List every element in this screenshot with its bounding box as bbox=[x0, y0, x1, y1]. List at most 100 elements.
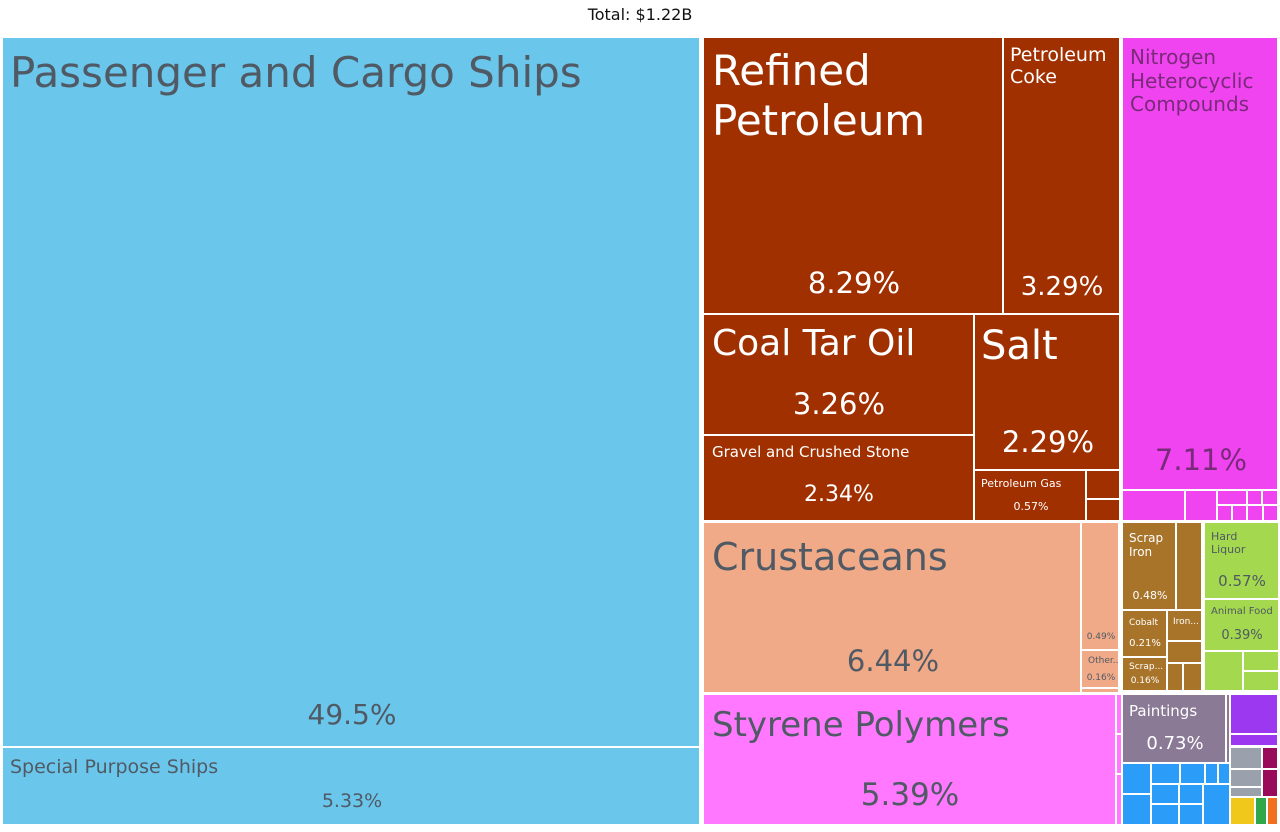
treemap-tile-small-9[interactable] bbox=[1247, 505, 1263, 521]
tile-share: 8.29% bbox=[807, 266, 901, 300]
treemap-tile-small-42[interactable] bbox=[1255, 797, 1267, 825]
tile-share: 5.33% bbox=[321, 790, 383, 812]
tile-label: Hard Liquor bbox=[1211, 530, 1246, 556]
treemap-tile-unlabeled[interactable]: 0.49% bbox=[1081, 522, 1119, 650]
treemap-tile-small-16[interactable] bbox=[1204, 651, 1243, 691]
tile-share: 0.57% bbox=[1013, 500, 1049, 513]
treemap-tile-gravel-and-crushed-stone[interactable]: Gravel and Crushed Stone 2.34% bbox=[703, 435, 974, 521]
treemap-tile-small-3[interactable] bbox=[1185, 490, 1217, 521]
treemap-tile-scrap[interactable]: Scrap... 0.16% bbox=[1122, 657, 1167, 691]
treemap-tile-small-29[interactable] bbox=[1218, 763, 1230, 784]
treemap-tile-petroleum-coke[interactable]: Petroleum Coke 3.29% bbox=[1003, 37, 1120, 314]
treemap-tile-small-11[interactable] bbox=[1081, 688, 1119, 693]
treemap-tile-small-34[interactable] bbox=[1203, 784, 1230, 825]
treemap-tile-small-0[interactable] bbox=[1086, 470, 1120, 499]
treemap-tile-small-12[interactable] bbox=[1176, 522, 1202, 610]
treemap-tile-small-35[interactable] bbox=[1122, 794, 1151, 825]
tile-share: 0.16% bbox=[1086, 673, 1116, 683]
treemap-tile-small-40[interactable] bbox=[1262, 769, 1278, 797]
treemap-tile-special-purpose-ships[interactable]: Special Purpose Ships 5.33% bbox=[2, 747, 700, 825]
tile-share: 0.57% bbox=[1218, 572, 1266, 590]
tile-label: Styrene Polymers bbox=[712, 705, 1010, 745]
tile-label: Nitrogen Heterocyclic Compounds bbox=[1130, 45, 1254, 117]
treemap-tile-nitrogen-heterocyclic-compounds[interactable]: Nitrogen Heterocyclic Compounds 7.11% bbox=[1122, 37, 1278, 490]
tile-label: Passenger and Cargo Ships bbox=[10, 48, 582, 97]
total-label: Total: $1.22B bbox=[587, 5, 693, 24]
treemap-tile-small-21[interactable] bbox=[1116, 774, 1122, 825]
treemap-tile-small-18[interactable] bbox=[1243, 671, 1279, 691]
tile-label: Paintings bbox=[1129, 702, 1198, 720]
tile-label: Scrap... bbox=[1129, 662, 1164, 672]
treemap-tile-small-33[interactable] bbox=[1179, 804, 1203, 825]
tile-share: 0.21% bbox=[1129, 638, 1161, 649]
treemap-tile-small-7[interactable] bbox=[1217, 505, 1232, 521]
tile-label: Other... bbox=[1088, 656, 1119, 666]
treemap-tile-small-20[interactable] bbox=[1116, 734, 1122, 774]
treemap-tile-small-39[interactable] bbox=[1262, 747, 1278, 769]
treemap-tile-small-10[interactable] bbox=[1263, 505, 1278, 521]
treemap-tile-small-28[interactable] bbox=[1205, 763, 1218, 784]
tile-share: 5.39% bbox=[860, 777, 960, 813]
tile-share: 6.44% bbox=[846, 644, 940, 678]
treemap-tile-other[interactable]: Other... 0.16% bbox=[1081, 650, 1119, 688]
treemap-tile-small-27[interactable] bbox=[1180, 763, 1205, 784]
tile-share: 2.29% bbox=[1001, 425, 1095, 459]
treemap-tile-small-1[interactable] bbox=[1086, 499, 1120, 521]
tile-label: Petroleum Gas bbox=[981, 477, 1062, 490]
tile-share: 0.16% bbox=[1130, 676, 1160, 686]
treemap-tile-small-31[interactable] bbox=[1179, 784, 1203, 804]
treemap-tile-small-37[interactable] bbox=[1230, 769, 1262, 787]
tile-share: 7.11% bbox=[1154, 443, 1248, 477]
tile-label: Coal Tar Oil bbox=[712, 323, 916, 364]
tile-label: Petroleum Coke bbox=[1010, 44, 1107, 89]
tile-label: Gravel and Crushed Stone bbox=[712, 443, 910, 461]
treemap-tile-cobalt[interactable]: Cobalt 0.21% bbox=[1122, 610, 1167, 657]
treemap-tile-petroleum-gas[interactable]: Petroleum Gas 0.57% bbox=[974, 470, 1086, 521]
treemap-tile-small-6[interactable] bbox=[1262, 490, 1278, 505]
treemap-tile-small-36[interactable] bbox=[1230, 747, 1262, 769]
treemap-tile-small-32[interactable] bbox=[1151, 804, 1179, 825]
tile-share: 0.49% bbox=[1086, 632, 1116, 642]
treemap-tile-small-41[interactable] bbox=[1230, 797, 1255, 825]
treemap-tile-scrap-iron[interactable]: Scrap Iron 0.48% bbox=[1122, 522, 1176, 610]
treemap-tile-salt[interactable]: Salt 2.29% bbox=[974, 314, 1120, 470]
treemap-tile-small-26[interactable] bbox=[1151, 763, 1180, 784]
treemap-tile-refined-petroleum[interactable]: Refined Petroleum 8.29% bbox=[703, 37, 1003, 314]
treemap-tile-small-2[interactable] bbox=[1122, 490, 1185, 521]
treemap-tile-styrene-polymers[interactable]: Styrene Polymers 5.39% bbox=[703, 694, 1116, 825]
treemap-tile-iron[interactable]: Iron... bbox=[1167, 610, 1202, 641]
tile-label: Cobalt bbox=[1129, 618, 1159, 628]
tile-label: Special Purpose Ships bbox=[10, 756, 219, 778]
tile-label: Crustaceans bbox=[712, 535, 948, 579]
treemap-tile-small-5[interactable] bbox=[1247, 490, 1262, 505]
treemap-tile-coal-tar-oil[interactable]: Coal Tar Oil 3.26% bbox=[703, 314, 974, 435]
treemap-tile-small-22[interactable] bbox=[1226, 694, 1230, 763]
treemap-tile-small-14[interactable] bbox=[1167, 663, 1183, 691]
treemap-tile-small-15[interactable] bbox=[1183, 663, 1202, 691]
treemap-tile-small-4[interactable] bbox=[1217, 490, 1247, 505]
tile-label: Salt bbox=[981, 323, 1058, 369]
tile-share: 49.5% bbox=[307, 698, 397, 731]
treemap-tile-crustaceans[interactable]: Crustaceans 6.44% bbox=[703, 522, 1081, 693]
treemap-tile-small-30[interactable] bbox=[1151, 784, 1179, 804]
tile-label: Refined Petroleum bbox=[712, 46, 926, 145]
treemap-tile-small-43[interactable] bbox=[1267, 797, 1278, 825]
tile-share: 3.29% bbox=[1020, 272, 1104, 302]
treemap-tile-small-8[interactable] bbox=[1232, 505, 1247, 521]
treemap-tile-hard-liquor[interactable]: Hard Liquor 0.57% bbox=[1204, 522, 1279, 599]
treemap-tile-small-23[interactable] bbox=[1230, 694, 1278, 734]
tile-share: 2.34% bbox=[804, 482, 874, 507]
tile-share: 0.39% bbox=[1221, 628, 1263, 643]
treemap-tile-small-24[interactable] bbox=[1230, 734, 1278, 746]
treemap-tile-small-38[interactable] bbox=[1230, 787, 1262, 797]
tile-share: 0.48% bbox=[1132, 589, 1168, 602]
treemap-tile-small-17[interactable] bbox=[1243, 651, 1279, 671]
treemap-tile-small-13[interactable] bbox=[1167, 641, 1202, 663]
tile-share: 0.73% bbox=[1146, 733, 1204, 754]
treemap-tile-paintings[interactable]: Paintings 0.73% bbox=[1122, 694, 1226, 763]
treemap-tile-small-25[interactable] bbox=[1122, 763, 1151, 794]
tile-label: Scrap Iron bbox=[1129, 531, 1164, 560]
treemap-tile-small-19[interactable] bbox=[1116, 694, 1122, 734]
treemap-tile-passenger-and-cargo-ships[interactable]: Passenger and Cargo Ships 49.5% bbox=[2, 37, 700, 747]
treemap-tile-animal-food[interactable]: Animal Food 0.39% bbox=[1204, 599, 1279, 651]
